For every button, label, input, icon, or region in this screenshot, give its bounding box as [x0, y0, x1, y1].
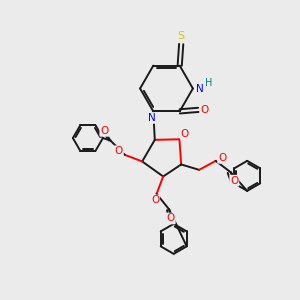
Text: O: O — [167, 214, 175, 224]
Text: S: S — [178, 31, 185, 41]
Text: O: O — [230, 176, 238, 186]
Text: O: O — [115, 146, 123, 156]
Text: O: O — [151, 196, 159, 206]
Text: O: O — [181, 129, 189, 139]
Text: O: O — [100, 126, 109, 136]
Text: N: N — [148, 113, 156, 123]
Text: O: O — [218, 153, 226, 163]
Text: N: N — [196, 83, 203, 94]
Text: O: O — [201, 105, 209, 115]
Text: H: H — [205, 78, 212, 88]
